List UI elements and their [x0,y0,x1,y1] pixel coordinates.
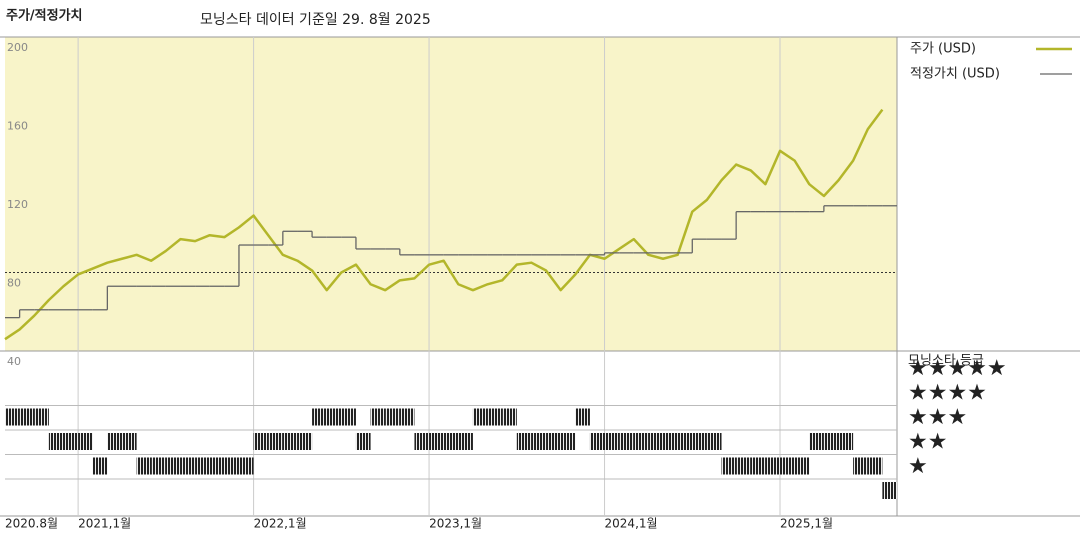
chart-subtitle: 모닝스타 데이터 기준일 29. 8월 2025 [200,12,431,28]
rating-bar [385,408,400,426]
rating-bar [34,408,49,426]
rating-bar [78,433,93,450]
rating-bar [429,433,444,450]
rating-bar [63,433,79,450]
rating-bar [399,408,415,426]
y-tick-label: 80 [7,277,21,290]
rating-title: 모닝스타 등급 [908,354,984,369]
x-tick-label: 2024,1월 [605,517,658,531]
rating-bar [238,457,254,475]
rating-bar [633,433,649,450]
rating-bar [648,433,664,450]
rating-bar [765,457,781,475]
x-tick-label: 2020.8월 [5,517,58,531]
rating-bar [458,433,473,450]
rating-label: ★★ [908,430,947,455]
price-panel [5,37,897,351]
rating-bar [677,433,693,450]
rating-bar [209,457,225,475]
rating-bar [414,433,430,450]
rating-bar [575,408,590,426]
rating-bar [282,433,298,450]
rating-bar [180,457,196,475]
rating-bar [195,457,210,475]
rating-bar [736,457,751,475]
x-tick-label: 2022,1월 [254,517,307,531]
x-tick-label: 2025,1월 [780,517,833,531]
x-tick-label: 2023,1월 [429,517,482,531]
rating-bar [867,457,883,475]
rating-bar [882,482,897,499]
rating-bar [721,457,737,475]
rating-label: ★★★ [908,405,967,430]
rating-bar [136,457,152,475]
rating-bar [663,433,678,450]
rating-bar [750,457,766,475]
rating-bar [531,433,547,450]
rating-bar [326,408,342,426]
rating-bar [151,457,166,475]
rating-bar [107,433,122,450]
rating-bar [121,433,137,450]
rating-bar [516,433,532,450]
rating-bar [546,433,561,450]
rating-bar [341,408,356,426]
y-tick-label: 160 [7,120,28,133]
price-line [4,108,884,341]
rating-bar [268,433,283,450]
rating-bar [794,457,810,475]
rating-bar [224,457,239,475]
rating-bar [692,433,707,450]
y-tick-label: 40 [7,355,21,368]
rating-bar [502,408,517,426]
rating-label: ★★★★★ [908,356,1007,381]
rating-bar [780,457,795,475]
rating-bar [370,408,386,426]
rating-bar [589,433,605,450]
rating-bar [297,433,313,450]
rating-bar [165,457,181,475]
rating-bar [5,408,20,426]
rating-bar [472,408,488,426]
rating-bar [48,433,64,450]
y-tick-label: 120 [7,198,28,211]
rating-bar [560,433,576,450]
rating-label: ★ [908,454,928,479]
rating-bar [604,433,620,450]
x-tick-label: 2021,1월 [78,517,131,531]
rating-bar [823,433,839,450]
rating-bar [853,457,868,475]
rating-bar [443,433,459,450]
rating-bar [809,433,824,450]
legend-label: 적정가치 (USD) [910,67,1000,82]
rating-bar [487,408,503,426]
rating-bar [838,433,854,450]
y-tick-label: 200 [7,41,28,54]
rating-bar [355,433,371,450]
rating-bar [706,433,722,450]
rating-bar [619,433,634,450]
rating-bar [92,457,108,475]
chart-title: 주가/적정가치 [6,8,83,24]
rating-bar [253,433,269,450]
rating-bar [312,408,327,426]
legend-label: 주가 (USD) [910,42,976,57]
rating-label: ★★★★ [908,381,987,406]
rating-bar [19,408,35,426]
